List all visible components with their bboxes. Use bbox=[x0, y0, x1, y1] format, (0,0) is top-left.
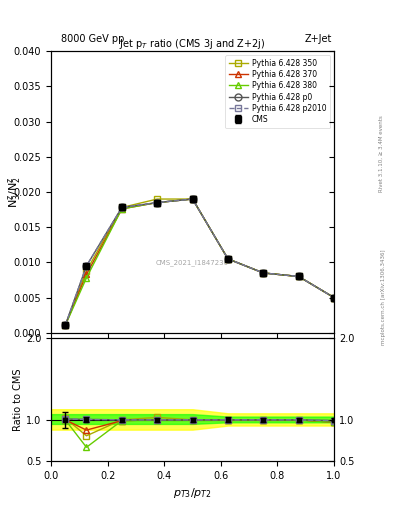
Pythia 6.428 p0 bbox=[190, 196, 195, 202]
Y-axis label: Ratio to CMS: Ratio to CMS bbox=[13, 368, 23, 431]
Pythia 6.428 370 bbox=[296, 273, 301, 280]
Pythia 6.428 380 bbox=[63, 323, 68, 329]
Pythia 6.428 370 bbox=[226, 256, 230, 262]
Pythia 6.428 370 bbox=[190, 196, 195, 202]
Pythia 6.428 p0 bbox=[261, 270, 266, 276]
Line: Pythia 6.428 p2010: Pythia 6.428 p2010 bbox=[62, 196, 338, 329]
Y-axis label: $\mathregular{N_3^z / N_2^z}$: $\mathregular{N_3^z / N_2^z}$ bbox=[6, 176, 23, 208]
Pythia 6.428 p0 bbox=[84, 263, 89, 269]
Pythia 6.428 370 bbox=[119, 206, 124, 212]
Pythia 6.428 350 bbox=[261, 270, 266, 276]
Pythia 6.428 370 bbox=[155, 200, 160, 206]
Legend: Pythia 6.428 350, Pythia 6.428 370, Pythia 6.428 380, Pythia 6.428 p0, Pythia 6.: Pythia 6.428 350, Pythia 6.428 370, Pyth… bbox=[225, 55, 330, 128]
Line: Pythia 6.428 380: Pythia 6.428 380 bbox=[62, 196, 338, 329]
Pythia 6.428 p0 bbox=[119, 204, 124, 210]
Line: Pythia 6.428 370: Pythia 6.428 370 bbox=[62, 196, 338, 329]
Pythia 6.428 350 bbox=[63, 323, 68, 329]
Pythia 6.428 380 bbox=[190, 196, 195, 202]
Pythia 6.428 p0 bbox=[332, 294, 336, 301]
Pythia 6.428 350 bbox=[296, 273, 301, 280]
Pythia 6.428 p2010 bbox=[155, 200, 160, 206]
Pythia 6.428 380 bbox=[155, 200, 160, 206]
Pythia 6.428 380 bbox=[332, 294, 336, 301]
Pythia 6.428 p2010 bbox=[84, 263, 89, 269]
Pythia 6.428 370 bbox=[332, 294, 336, 301]
Pythia 6.428 370 bbox=[261, 270, 266, 276]
Text: mcplots.cern.ch [arXiv:1306.3436]: mcplots.cern.ch [arXiv:1306.3436] bbox=[381, 249, 386, 345]
Pythia 6.428 p0 bbox=[63, 323, 68, 329]
Pythia 6.428 380 bbox=[296, 273, 301, 280]
Pythia 6.428 350 bbox=[332, 294, 336, 301]
Title: Jet p$_{T}$ ratio (CMS 3j and Z+2j): Jet p$_{T}$ ratio (CMS 3j and Z+2j) bbox=[119, 37, 266, 51]
Pythia 6.428 p2010 bbox=[226, 256, 230, 262]
Pythia 6.428 p2010 bbox=[190, 196, 195, 202]
Pythia 6.428 350 bbox=[155, 196, 160, 202]
Pythia 6.428 350 bbox=[119, 204, 124, 210]
Pythia 6.428 380 bbox=[226, 256, 230, 262]
Pythia 6.428 350 bbox=[84, 268, 89, 274]
Pythia 6.428 350 bbox=[226, 256, 230, 262]
X-axis label: $p_{T3}/p_{T2}$: $p_{T3}/p_{T2}$ bbox=[173, 486, 212, 500]
Pythia 6.428 380 bbox=[84, 275, 89, 281]
Text: Z+Jet: Z+Jet bbox=[305, 33, 332, 44]
Pythia 6.428 370 bbox=[84, 271, 89, 278]
Pythia 6.428 p0 bbox=[155, 200, 160, 206]
Pythia 6.428 p0 bbox=[296, 273, 301, 280]
Pythia 6.428 p2010 bbox=[63, 323, 68, 329]
Line: Pythia 6.428 350: Pythia 6.428 350 bbox=[62, 196, 338, 329]
Pythia 6.428 p2010 bbox=[296, 273, 301, 280]
Pythia 6.428 p2010 bbox=[332, 294, 336, 301]
Pythia 6.428 350 bbox=[190, 196, 195, 202]
Text: CMS_2021_I1847230: CMS_2021_I1847230 bbox=[156, 259, 229, 266]
Pythia 6.428 380 bbox=[261, 270, 266, 276]
Pythia 6.428 p2010 bbox=[119, 204, 124, 210]
Pythia 6.428 p2010 bbox=[261, 270, 266, 276]
Pythia 6.428 p0 bbox=[226, 256, 230, 262]
Text: 8000 GeV pp: 8000 GeV pp bbox=[61, 33, 124, 44]
Text: Rivet 3.1.10, ≥ 3.4M events: Rivet 3.1.10, ≥ 3.4M events bbox=[379, 115, 384, 192]
Pythia 6.428 370 bbox=[63, 323, 68, 329]
Pythia 6.428 380 bbox=[119, 206, 124, 212]
Line: Pythia 6.428 p0: Pythia 6.428 p0 bbox=[62, 196, 338, 329]
